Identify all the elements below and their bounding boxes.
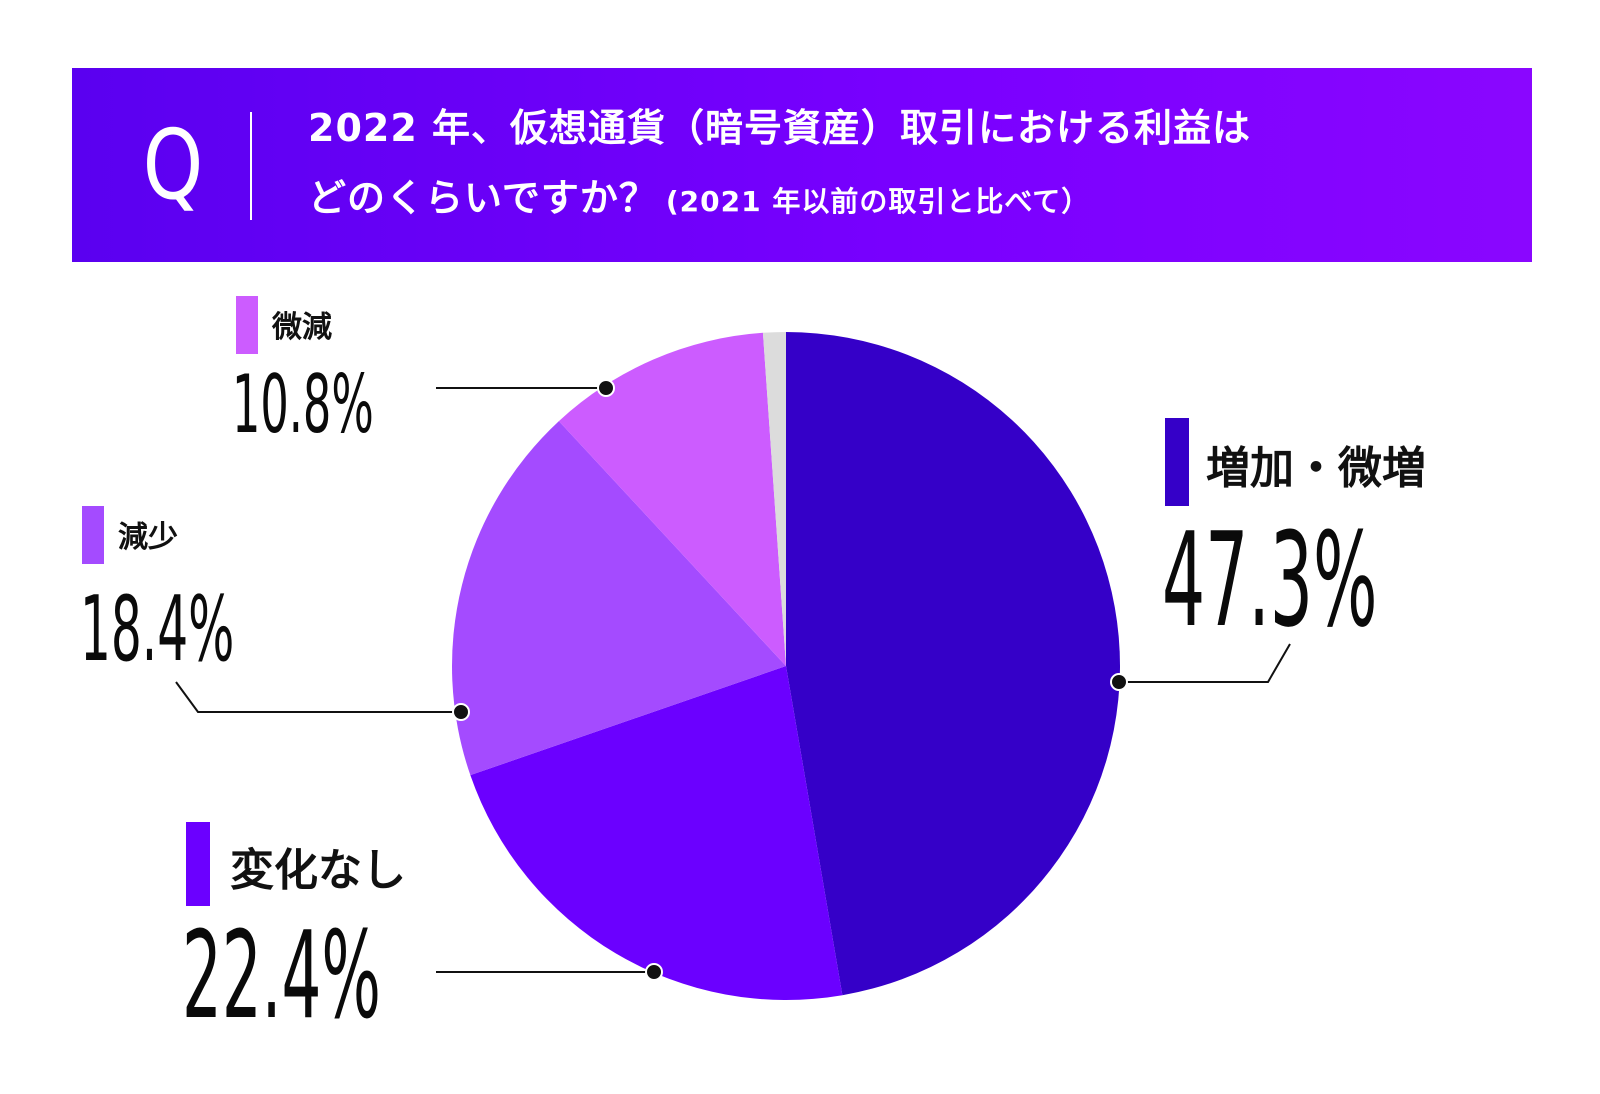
leader-dot-decrease [452,703,470,721]
question-note: (2021 年以前の取引と比べて） [665,185,1091,218]
question-divider [250,112,252,220]
pie-slice-decrease [452,421,786,776]
leader-increase [1119,643,1291,683]
question-text-line2-main: どのくらいですか？ [308,176,658,220]
swatch-no-change [186,822,210,906]
value-slight-decrease: 10.8% [232,358,374,451]
swatch-increase [1165,418,1189,506]
swatch-decrease [82,506,104,564]
question-text-line2: どのくらいですか？ (2021 年以前の取引と比べて） [308,172,1090,228]
pie-slice-no-change [470,666,843,1000]
label-decrease: 減少 [118,520,178,555]
question-mark-letter: Q [142,109,204,221]
label-increase: 増加・微増 [1206,443,1426,494]
leader-decrease [175,681,461,713]
leader-dot-increase [1110,673,1128,691]
leader-dot-slight-decrease [597,379,615,397]
value-decrease: 18.4% [80,577,235,682]
pie-slice-slight-decrease [558,332,786,666]
pie-slice-other [762,332,786,666]
label-slight-decrease: 微減 [272,310,332,345]
leader-dot-no-change [645,963,663,981]
swatch-slight-decrease [236,296,258,354]
value-increase: 47.3% [1162,504,1378,656]
question-banner [72,68,1532,262]
label-no-change: 変化なし [230,845,406,896]
question-text-line1: 2022 年、仮想通貨（暗号資産）取引における利益は [308,106,1251,150]
pie-slice-increase [786,332,1121,996]
value-no-change: 22.4% [182,907,381,1046]
